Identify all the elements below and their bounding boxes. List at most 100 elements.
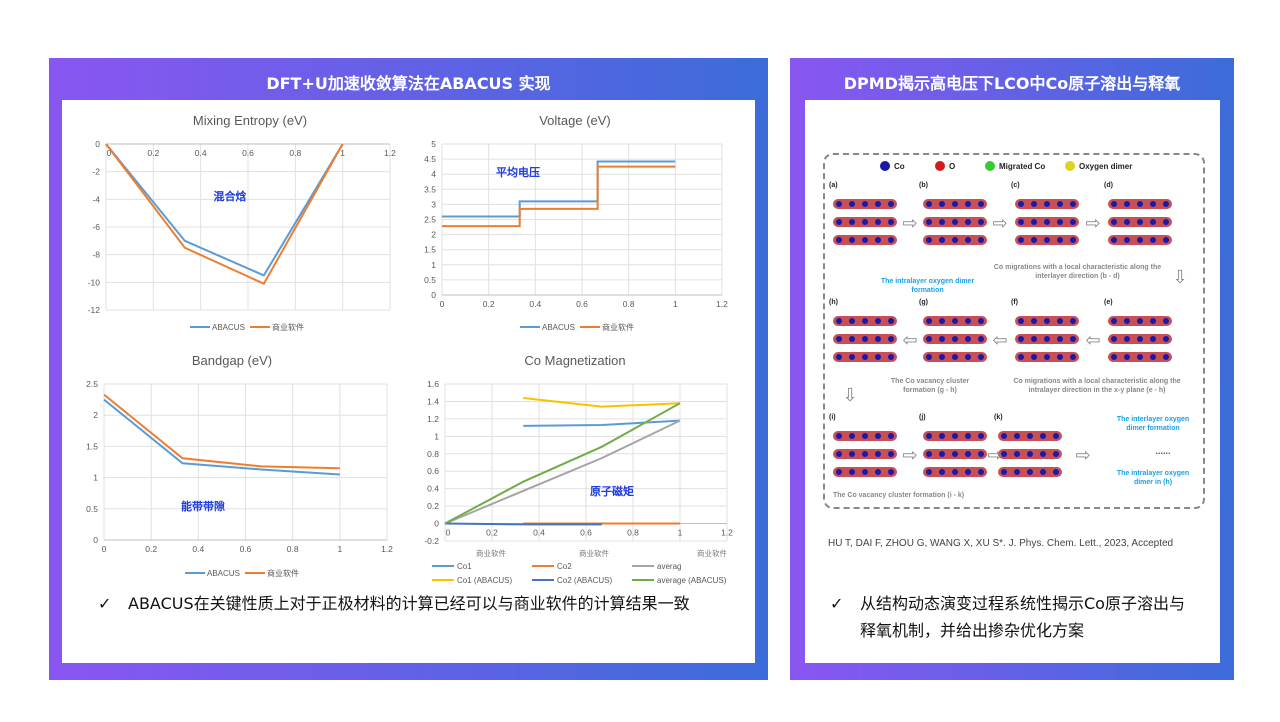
co-atom (965, 451, 971, 457)
caption-eh: Co migrations with a local characteristi… (1013, 378, 1181, 394)
figure-legend-label: Co (894, 162, 905, 171)
chart-title: Co Magnetization (524, 353, 625, 368)
co-atom (836, 201, 842, 207)
check-icon: ✓ (98, 594, 112, 613)
y-tick-label: 2.5 (424, 215, 436, 225)
co-atom (939, 469, 945, 475)
chart-3: Co Magnetization -0.2 0 0.2 0.4 0.6 0.8 1 1.2 1.4… (424, 353, 733, 585)
co-atom (978, 433, 984, 439)
co-atom (836, 318, 842, 324)
co-atom (1124, 219, 1130, 225)
co-atom (1070, 318, 1076, 324)
co-atom (926, 469, 932, 475)
co-atom (1044, 219, 1050, 225)
y-tick-label: 3 (431, 199, 436, 209)
co-atom (1031, 219, 1037, 225)
y-tick-label: 1.6 (427, 379, 439, 389)
co-atom (939, 336, 945, 342)
co-atom (952, 336, 958, 342)
co-atom (1057, 336, 1063, 342)
legend-label: Co1 (ABACUS) (457, 576, 512, 585)
left-bullet: ✓ ABACUS在关键性质上对于正极材料的计算已经可以与商业软件的计算结果一致 (98, 590, 728, 617)
note-h: The intralayer oxygen dimer formation (880, 278, 975, 294)
co-atom (1031, 336, 1037, 342)
y-tick-label: 3.5 (424, 184, 436, 194)
co-atom (952, 451, 958, 457)
co-atom (862, 469, 868, 475)
co-atom (1044, 201, 1050, 207)
series-line (442, 165, 676, 228)
x-tick-label: 0.4 (533, 528, 545, 538)
co-atom (1070, 354, 1076, 360)
left-panel-content (62, 100, 755, 663)
right-bullet-text: 从结构动态演变过程系统性揭示Co原子溶出与释氧机制，并给出掺杂优化方案 (860, 594, 1185, 640)
y-tick-label: 1.5 (86, 441, 98, 451)
series-line (523, 396, 681, 408)
co-atom (1070, 237, 1076, 243)
co-atom (875, 469, 881, 475)
x-tick-label: 0.8 (287, 544, 299, 554)
co-atom (1124, 318, 1130, 324)
co-atom (1163, 237, 1169, 243)
crystal-structure-image (833, 199, 897, 245)
co-atom (978, 336, 984, 342)
co-atom (926, 219, 932, 225)
co-atom (1163, 336, 1169, 342)
co-atom (862, 318, 868, 324)
x-tick-label: 0.2 (486, 528, 498, 538)
y-tick-label: 2 (431, 230, 436, 240)
co-atom (1163, 318, 1169, 324)
co-atom (939, 219, 945, 225)
co-atom (1124, 237, 1130, 243)
x-tick-label: 0 (102, 544, 107, 554)
co-atom (1150, 354, 1156, 360)
co-atom (1044, 237, 1050, 243)
co-atom (926, 318, 932, 324)
co-atom (1044, 354, 1050, 360)
co-atom (888, 219, 894, 225)
arrow-icon: ⇨ (1075, 445, 1090, 465)
x-tick-label: 1.2 (721, 528, 733, 538)
chart-2: Bandgap (eV) 0 0.5 1 1.5 2 2.5 0 0.2 0.4 0.6 0.8 1 1.… (86, 353, 393, 578)
co-atom (836, 237, 842, 243)
x-tick-label: 0.6 (240, 544, 252, 554)
y-tick-label: 5 (431, 139, 436, 149)
panel-label: (b) (919, 182, 928, 189)
series-line (103, 393, 340, 470)
co-atom (939, 318, 945, 324)
y-tick-label: -8 (92, 250, 100, 260)
panel-label: (k) (994, 414, 1003, 421)
co-atom (952, 219, 958, 225)
y-tick-label: -12 (88, 305, 101, 315)
co-atom (952, 237, 958, 243)
co-atom (1057, 318, 1063, 324)
right-panel-title: DPMD揭示高电压下LCO中Co原子溶出与释氧 (843, 74, 1181, 93)
co-atom (1163, 354, 1169, 360)
co-atom (1040, 451, 1046, 457)
x-tick-label: 0.8 (627, 528, 639, 538)
co-atom (1044, 318, 1050, 324)
series-line (444, 419, 681, 525)
co-atom (1163, 201, 1169, 207)
co-atom (1018, 219, 1024, 225)
co-atom (965, 469, 971, 475)
co-atom (875, 219, 881, 225)
co-atom (939, 433, 945, 439)
legend-label: 商业软件 (272, 322, 304, 332)
co-atom (1150, 219, 1156, 225)
co-atom (1111, 354, 1117, 360)
x-tick-label: 0.4 (529, 299, 541, 309)
check-icon: ✓ (830, 594, 844, 613)
co-atom (1111, 336, 1117, 342)
co-atom (1150, 336, 1156, 342)
y-tick-label: 0 (95, 139, 100, 149)
co-atom (926, 201, 932, 207)
co-atom (875, 237, 881, 243)
chart-0: Mixing Entropy (eV) 0 -2 -4 -6 -8 -10 -12 0 0.2 0.… (88, 113, 396, 332)
co-atom (1001, 451, 1007, 457)
y-tick-label: 0.8 (427, 449, 439, 459)
legend-label: averag (657, 562, 681, 571)
crystal-structure-image (1015, 316, 1079, 362)
co-atom (1163, 219, 1169, 225)
